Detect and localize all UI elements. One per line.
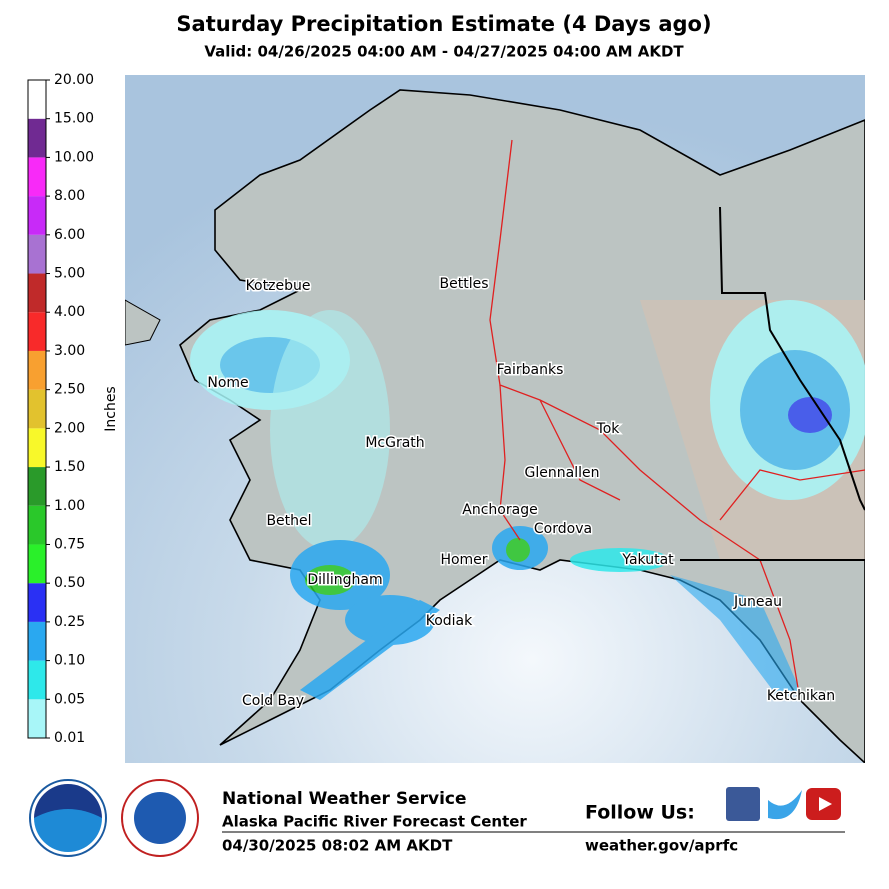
colorbar-bin <box>28 234 46 274</box>
follow-label: Follow Us: <box>585 802 695 824</box>
colorbar-bin <box>28 699 46 738</box>
colorbar-bin <box>28 389 46 429</box>
colorbar: 0.01 0.05 0.10 0.25 0.50 0.75 1.00 1.50 2.00 2.50… <box>27 72 119 746</box>
place-label: Glennallen <box>525 465 600 481</box>
place-label: Juneau <box>733 594 782 610</box>
colorbar-bin <box>28 621 46 661</box>
colorbar-tick-label: 2.00 <box>54 420 85 436</box>
colorbar-bin <box>28 428 46 468</box>
colorbar-tick-label: 2.50 <box>54 382 85 398</box>
footer: National Weather Service Alaska Pacific … <box>29 779 845 857</box>
colorbar-bin <box>28 350 46 390</box>
place-label: Yakutat <box>621 552 674 568</box>
colorbar-bin <box>28 118 46 158</box>
colorbar-tick-label: 15.00 <box>54 111 94 127</box>
place-label: Homer <box>440 552 487 568</box>
colorbar-label: Inches <box>103 386 119 431</box>
nws-logo-inner <box>134 792 186 844</box>
youtube-play <box>819 797 832 811</box>
noaa-logo-bottom <box>34 809 102 852</box>
place-label: Kodiak <box>426 613 473 629</box>
roads <box>489 139 865 701</box>
colorbar-tick-label: 20.00 <box>54 72 94 88</box>
colorbar-bin <box>28 312 46 351</box>
colorbar-tick-label: 8.00 <box>54 188 85 204</box>
colorbar-tick-label: 0.25 <box>54 614 85 630</box>
place-label: Bethel <box>266 513 311 529</box>
subtitle: Valid: 04/26/2025 04:00 AM - 04/27/2025 … <box>204 43 684 61</box>
colorbar-tick-label: 1.00 <box>54 498 85 514</box>
place-label: Kotzebue <box>246 278 311 294</box>
colorbar-tick-label: 0.01 <box>54 730 85 746</box>
colorbar-tick-label: 0.10 <box>54 653 85 669</box>
colorbar-bin <box>28 80 46 119</box>
colorbar-tick-label: 0.05 <box>54 691 85 707</box>
colorbar-tick-label: 5.00 <box>54 266 85 282</box>
colorbar-bin <box>28 157 46 197</box>
colorbar-tick-label: 4.00 <box>54 304 85 320</box>
place-label: Bettles <box>440 276 489 292</box>
colorbar-bin <box>28 505 46 545</box>
place-label: McGrath <box>365 435 424 451</box>
colorbar-bin <box>28 583 46 622</box>
place-label: Dillingham <box>307 572 382 588</box>
colorbar-bin <box>28 660 46 700</box>
precipitation <box>190 300 865 700</box>
twitter-icon[interactable] <box>768 790 802 820</box>
colorbar-tick-label: 0.75 <box>54 536 85 552</box>
facebook-icon[interactable] <box>726 787 760 821</box>
timestamp: 04/30/2025 08:02 AM AKDT <box>222 837 453 855</box>
colorbar-bin <box>28 273 46 313</box>
colorbar-frame <box>27 79 47 739</box>
place-label: Cold Bay <box>242 693 304 709</box>
map: Kotzebue Bettles Nome Fairbanks McGrath Tok Gl… <box>125 75 865 763</box>
colorbar-tick-label: 10.00 <box>54 149 94 165</box>
border <box>680 206 865 561</box>
colorbar-tick-label: 0.50 <box>54 575 85 591</box>
agency: National Weather Service <box>222 789 467 809</box>
colorbar-tick-label: 6.00 <box>54 227 85 243</box>
colorbar-tick-label: 1.50 <box>54 459 85 475</box>
place-label: Anchorage <box>462 502 537 518</box>
colorbar-bin <box>28 544 46 584</box>
place-label: Tok <box>596 421 621 437</box>
place-label: Cordova <box>534 521 592 537</box>
russia-coast <box>125 299 161 346</box>
url[interactable]: weather.gov/aprfc <box>585 837 738 855</box>
place-label: Nome <box>207 375 248 391</box>
colorbar-bin <box>28 467 46 506</box>
place-label: Fairbanks <box>497 362 564 378</box>
place-label: Ketchikan <box>767 688 835 704</box>
colorbar-bin <box>28 196 46 235</box>
noaa-logo-top <box>34 784 102 818</box>
colorbar-tick-label: 3.00 <box>54 343 85 359</box>
title: Saturday Precipitation Estimate (4 Days … <box>176 12 711 36</box>
office: Alaska Pacific River Forecast Center <box>222 813 527 831</box>
